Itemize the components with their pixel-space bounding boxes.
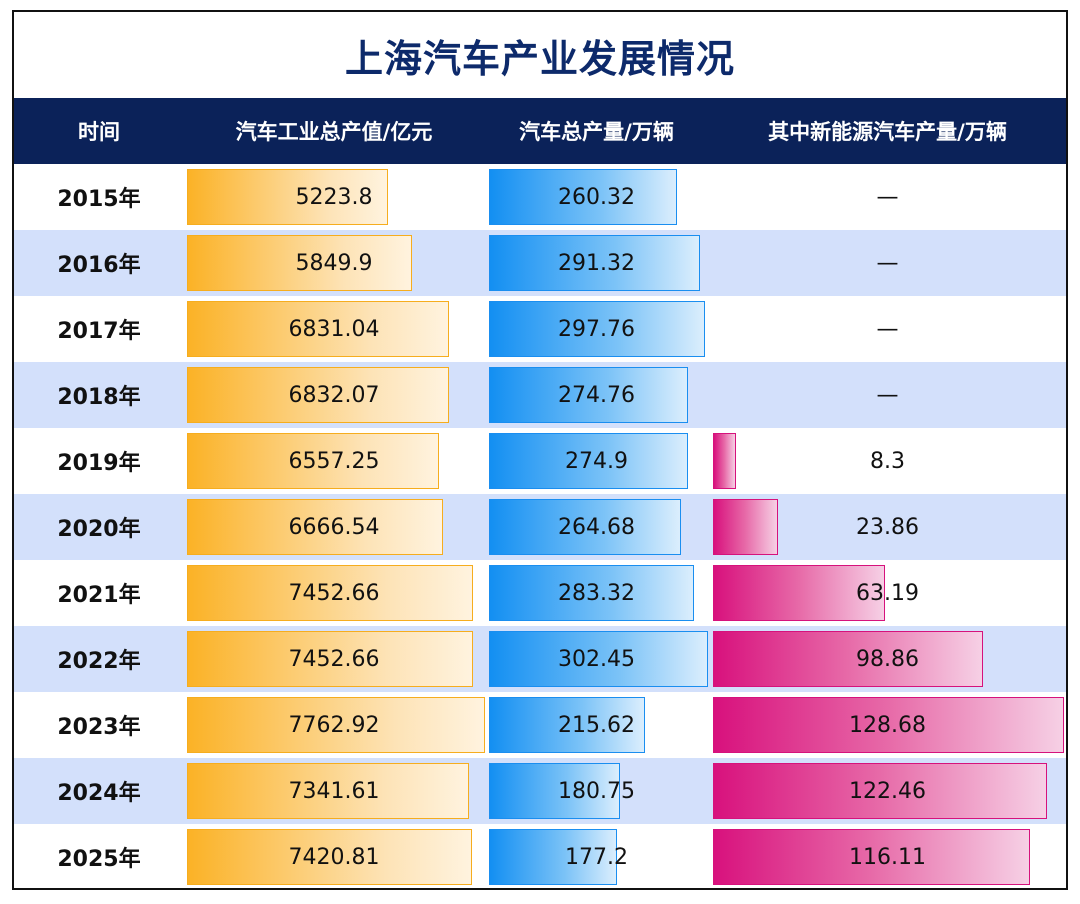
table-row: 2023年 7762.92 215.62 128.68 [14, 692, 1066, 758]
nev-production-bar [713, 631, 983, 687]
output-value-value: 7452.66 [288, 646, 380, 672]
total-production-value: 264.68 [558, 514, 635, 540]
nev-production-bar [713, 565, 886, 621]
output-value-value: 5223.8 [295, 184, 373, 210]
total-production-value: 274.76 [558, 382, 635, 408]
table-row: 2025年 7420.81 177.2 116.11 [14, 824, 1066, 888]
table-row: 2024年 7341.61 180.75 122.46 [14, 758, 1066, 824]
output-value-value: 7420.81 [288, 844, 380, 870]
total-production-bar [489, 169, 678, 225]
year-label: 2018年 [57, 385, 141, 410]
output-value-bar [187, 631, 474, 687]
total-production-bar [489, 367, 688, 423]
header-output-value: 汽车工业总产值/亿元 [235, 120, 433, 144]
nev-production-bar [713, 433, 736, 489]
total-production-bar [489, 697, 646, 753]
header-time: 时间 [78, 120, 120, 144]
nev-production-value: 63.19 [856, 580, 919, 606]
output-value-bar [187, 301, 450, 357]
total-production-bar [489, 631, 708, 687]
output-value-value: 7341.61 [288, 778, 380, 804]
nev-production-value: — [876, 250, 899, 276]
total-production-value: 180.75 [558, 778, 635, 804]
table-row: 2016年 5849.9 291.32 — [14, 230, 1066, 296]
total-production-value: 297.76 [558, 316, 635, 342]
output-value-value: 6831.04 [288, 316, 380, 342]
year-label: 2025年 [57, 847, 141, 872]
nev-production-value: — [876, 184, 899, 210]
nev-production-value: — [876, 316, 899, 342]
table-row: 2020年 6666.54 264.68 23.86 [14, 494, 1066, 560]
table-row: 2019年 6557.25 274.9 8.3 [14, 428, 1066, 494]
year-label: 2020年 [57, 517, 141, 542]
nev-production-bar [713, 697, 1064, 753]
output-value-bar [187, 829, 472, 885]
table-row: 2021年 7452.66 283.32 63.19 [14, 560, 1066, 626]
total-production-value: 302.45 [558, 646, 635, 672]
total-production-value: 177.2 [565, 844, 628, 870]
total-production-bar [489, 235, 700, 291]
output-value-bar [187, 565, 474, 621]
total-production-bar [489, 565, 695, 621]
year-label: 2024年 [57, 781, 141, 806]
output-value-bar [187, 763, 469, 819]
nev-production-value: 122.46 [849, 778, 926, 804]
total-production-bar [489, 499, 681, 555]
output-value-bar [187, 499, 443, 555]
nev-production-value: — [876, 382, 899, 408]
nev-production-value: 98.86 [856, 646, 919, 672]
nev-production-bar [713, 763, 1048, 819]
nev-production-value: 8.3 [870, 448, 905, 474]
output-value-value: 7452.66 [288, 580, 380, 606]
output-value-bar [187, 697, 485, 753]
output-value-bar [187, 235, 412, 291]
header-total-production: 汽车总产量/万辆 [519, 120, 674, 144]
year-label: 2023年 [57, 715, 141, 740]
year-label: 2019年 [57, 451, 141, 476]
year-label: 2015年 [57, 187, 141, 212]
nev-production-value: 128.68 [849, 712, 926, 738]
output-value-value: 6557.25 [288, 448, 380, 474]
total-production-value: 283.32 [558, 580, 635, 606]
table-row: 2015年 5223.8 260.32 — [14, 164, 1066, 230]
table-row: 2022年 7452.66 302.45 98.86 [14, 626, 1066, 692]
total-production-bar [489, 829, 618, 885]
total-production-bar [489, 433, 689, 489]
chart-title: 上海汽车产业发展情况 [344, 36, 735, 81]
nev-production-bar [713, 829, 1030, 885]
output-value-bar [187, 367, 450, 423]
total-production-value: 260.32 [558, 184, 635, 210]
table-header: 时间 汽车工业总产值/亿元 汽车总产量/万辆 其中新能源汽车产量/万辆 [14, 98, 1066, 164]
output-value-value: 7762.92 [288, 712, 380, 738]
total-production-bar [489, 301, 705, 357]
total-production-value: 274.9 [565, 448, 628, 474]
header-nev-production: 其中新能源汽车产量/万辆 [768, 120, 1007, 144]
year-label: 2016年 [57, 253, 141, 278]
table-row: 2017年 6831.04 297.76 — [14, 296, 1066, 362]
year-label: 2022年 [57, 649, 141, 674]
table-row: 2018年 6832.07 274.76 — [14, 362, 1066, 428]
total-production-value: 291.32 [558, 250, 635, 276]
output-value-bar [187, 169, 388, 225]
nev-production-value: 23.86 [856, 514, 919, 540]
output-value-value: 5849.9 [295, 250, 373, 276]
output-value-bar [187, 433, 439, 489]
year-label: 2017年 [57, 319, 141, 344]
nev-production-bar [713, 499, 779, 555]
chart-frame: 上海汽车产业发展情况 时间 汽车工业总产值/亿元 汽车总产量/万辆 其中新能源汽… [12, 10, 1068, 890]
total-production-bar [489, 763, 620, 819]
output-value-value: 6832.07 [288, 382, 380, 408]
year-label: 2021年 [57, 583, 141, 608]
nev-production-value: 116.11 [849, 844, 926, 870]
output-value-value: 6666.54 [288, 514, 380, 540]
total-production-value: 215.62 [558, 712, 635, 738]
